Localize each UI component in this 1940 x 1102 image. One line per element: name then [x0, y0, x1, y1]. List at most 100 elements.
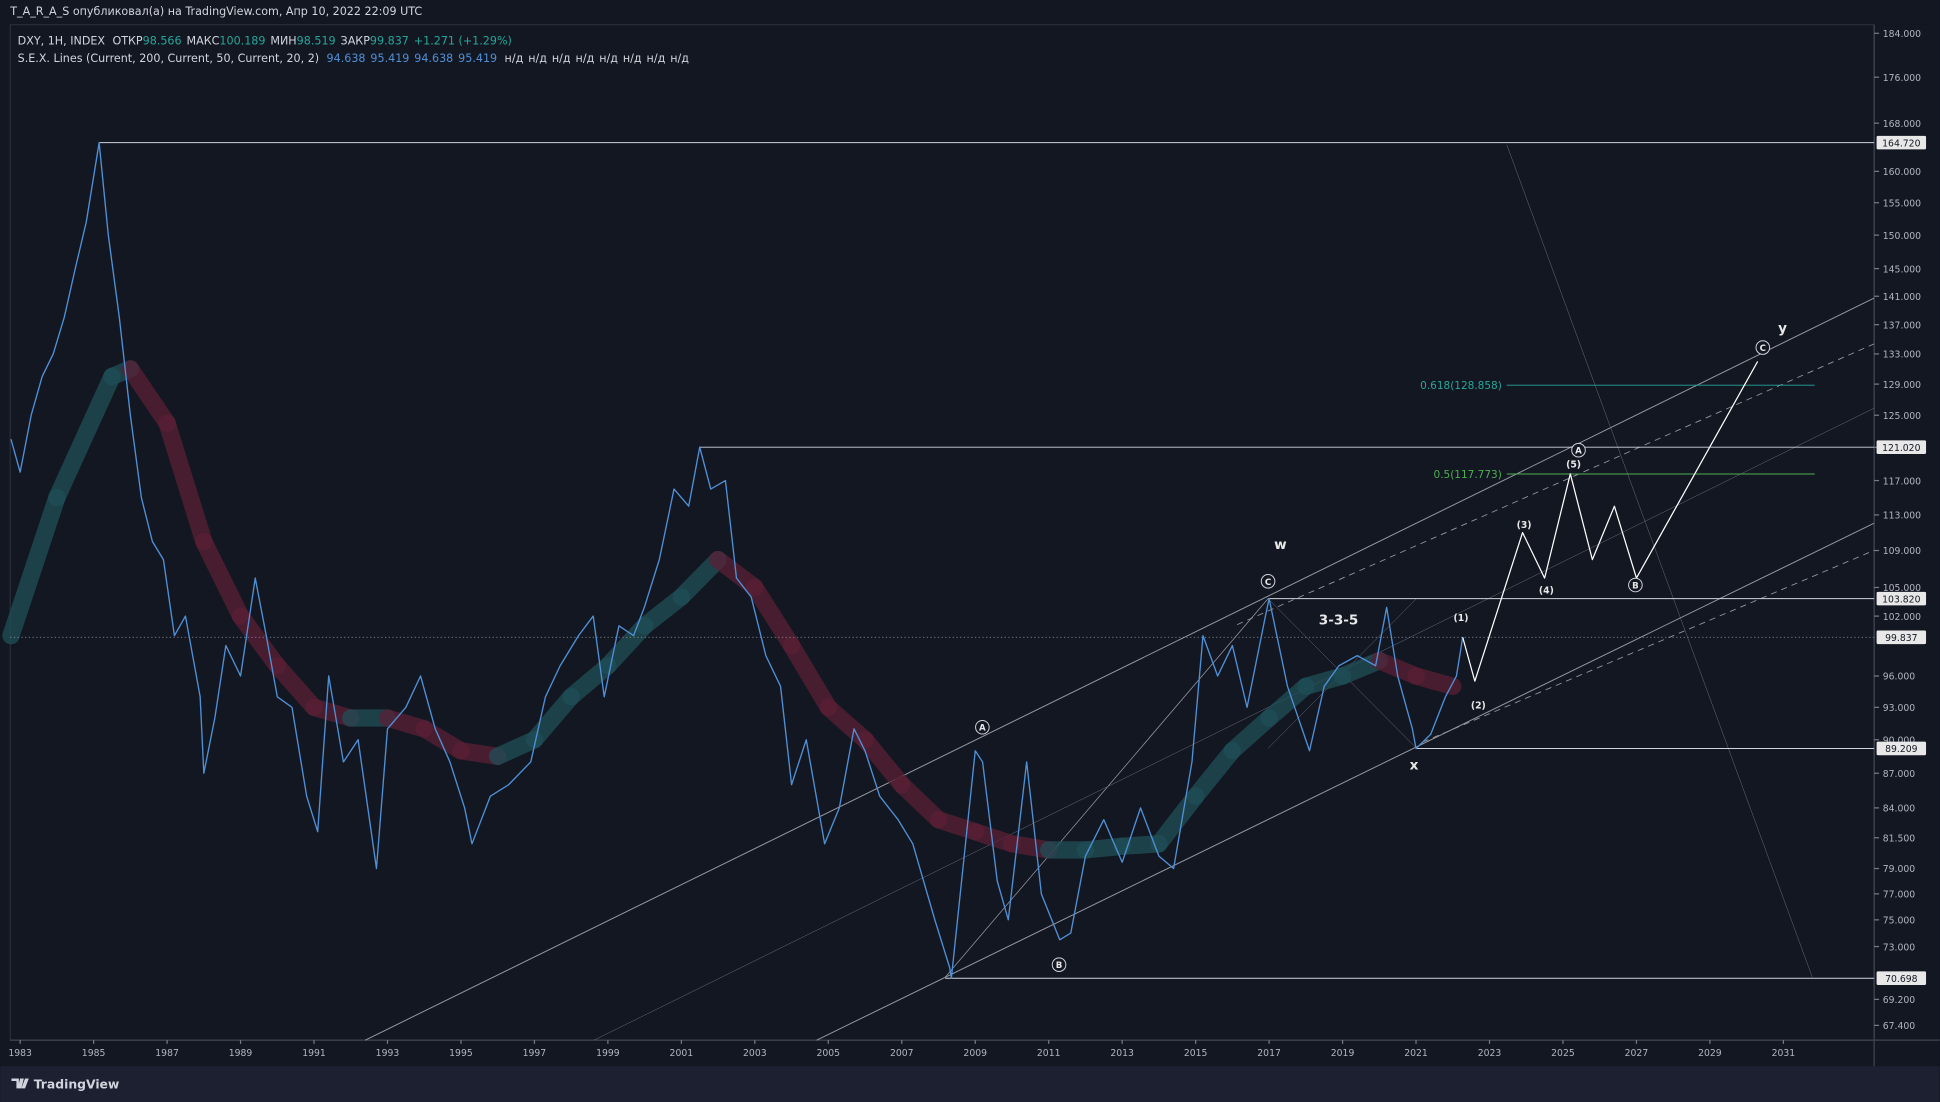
level-label: 164.720 [1882, 138, 1920, 149]
x-tick-label: 2023 [1478, 1048, 1502, 1059]
x-tick-label: 1987 [155, 1048, 179, 1059]
wave-label: 3-3-5 [1319, 613, 1359, 629]
indicator-value: 94.638 [327, 52, 366, 65]
y-tick-label: 141.000 [1883, 292, 1921, 303]
indicator-line: S.E.X. Lines (Current, 200, Current, 50,… [18, 52, 690, 65]
footer-bar [0, 1066, 1940, 1102]
ma-band [48, 367, 121, 507]
wave-label: (4) [1539, 586, 1554, 597]
level-label: 121.020 [1882, 443, 1920, 454]
y-tick-label: 109.000 [1883, 546, 1921, 557]
x-tick-label: 2007 [890, 1048, 914, 1059]
level-label-box [1876, 630, 1927, 645]
y-tick-label: 93.000 [1883, 703, 1916, 714]
plot-area [9, 24, 1875, 1041]
wave-label: C [1265, 578, 1271, 588]
wave-circle [975, 719, 990, 735]
wave-label: (5) [1566, 460, 1581, 471]
x-tick-label: 2009 [963, 1048, 987, 1059]
indicator-na: н/д [576, 52, 595, 65]
y-tick-label: 150.000 [1883, 231, 1921, 242]
y-tick-label: 75.000 [1883, 916, 1916, 927]
x-tick-label: 1999 [596, 1048, 620, 1059]
y-tick-label: 129.000 [1883, 380, 1921, 391]
y-tick-label: 133.000 [1883, 350, 1921, 361]
publisher: T_A_R_A_S опубликовал(а) на TradingView.… [9, 5, 422, 18]
indicator-na: н/д [670, 52, 689, 65]
ohlc-label: ЗАКР [341, 35, 371, 48]
ohlc-label: ОТКР [112, 35, 142, 48]
y-tick-label: 87.000 [1883, 769, 1916, 780]
y-tick-label: 77.000 [1883, 890, 1916, 901]
x-tick-label: 2017 [1257, 1048, 1281, 1059]
ma-band [746, 578, 801, 655]
x-tick-label: 2005 [816, 1048, 840, 1059]
y-tick-label: 155.000 [1883, 198, 1921, 209]
ohlc-label: МИН [270, 35, 296, 48]
fib-label: 0.5(117.773) [1434, 469, 1502, 481]
y-tick-label: 145.000 [1883, 264, 1921, 275]
wave-label: B [1632, 581, 1639, 591]
ma-band [1407, 667, 1462, 695]
indicator-value: 95.419 [458, 52, 497, 65]
ohlc-value: 98.519 [297, 35, 336, 48]
y-tick-label: 84.000 [1883, 804, 1916, 815]
wave-label: (2) [1471, 701, 1486, 712]
ohlc-value: 99.837 [370, 35, 409, 48]
level-label-box [1876, 440, 1927, 454]
symbol: DXY, 1H, INDEX [18, 35, 106, 48]
y-tick-label: 117.000 [1883, 476, 1921, 487]
indicator-value: 94.638 [414, 52, 453, 65]
wave-label: (3) [1517, 520, 1532, 531]
x-tick-label: 2001 [670, 1048, 694, 1059]
x-tick-label: 1997 [523, 1048, 547, 1059]
x-tick-label: 1991 [302, 1048, 326, 1059]
wave-label: (1) [1454, 613, 1469, 624]
x-tick-label: 2031 [1772, 1048, 1796, 1059]
ohlc-value: 98.566 [143, 35, 182, 48]
ohlc-label: МАКС [187, 35, 220, 48]
indicator-na: н/д [552, 52, 571, 65]
ma-band [158, 414, 213, 551]
level-label-box [1876, 135, 1927, 150]
y-tick-label: 168.000 [1883, 119, 1921, 130]
ma-band [782, 636, 837, 717]
x-tick-label: 1993 [376, 1048, 400, 1059]
channel-line [944, 598, 1269, 978]
level-label-box [1876, 591, 1927, 606]
level-label-box [1876, 741, 1927, 756]
level-label: 103.820 [1882, 594, 1920, 605]
y-tick-label: 67.400 [1883, 1021, 1916, 1032]
wave-circle [1628, 577, 1643, 593]
x-tick-label: 2025 [1551, 1048, 1575, 1059]
y-tick-label: 81.500 [1883, 833, 1916, 844]
x-tick-label: 2029 [1698, 1048, 1722, 1059]
y-tick-label: 96.000 [1883, 672, 1916, 683]
y-tick-label: 105.000 [1883, 583, 1921, 594]
ma-band [1186, 742, 1242, 805]
y-tick-label: 73.000 [1883, 942, 1916, 953]
indicator-na: н/д [599, 52, 618, 65]
channel-dashed [1236, 343, 1875, 625]
wave-label: A [1575, 447, 1582, 457]
ma-band [599, 617, 654, 675]
wave-circle [1755, 340, 1771, 355]
y-tick-label: 137.000 [1883, 320, 1921, 331]
indicator-name: S.E.X. Lines (Current, 200, Current, 50,… [18, 52, 319, 65]
x-tick-label: 2021 [1404, 1048, 1428, 1059]
diagonal-line [1506, 144, 1813, 978]
ma-band [231, 607, 286, 675]
projection-line [1462, 361, 1759, 682]
x-tick-label: 2019 [1331, 1048, 1355, 1059]
wave-circle [1051, 957, 1067, 973]
header-bar [0, 0, 1940, 25]
channel-dashed [1422, 549, 1875, 743]
level-label: 99.837 [1885, 633, 1918, 644]
x-tick-label: 1989 [229, 1048, 253, 1059]
y-tick-label: 79.000 [1883, 864, 1916, 875]
wave-label: w [1274, 537, 1287, 553]
level-label-box [1876, 971, 1927, 986]
level-label: 70.698 [1885, 974, 1918, 985]
